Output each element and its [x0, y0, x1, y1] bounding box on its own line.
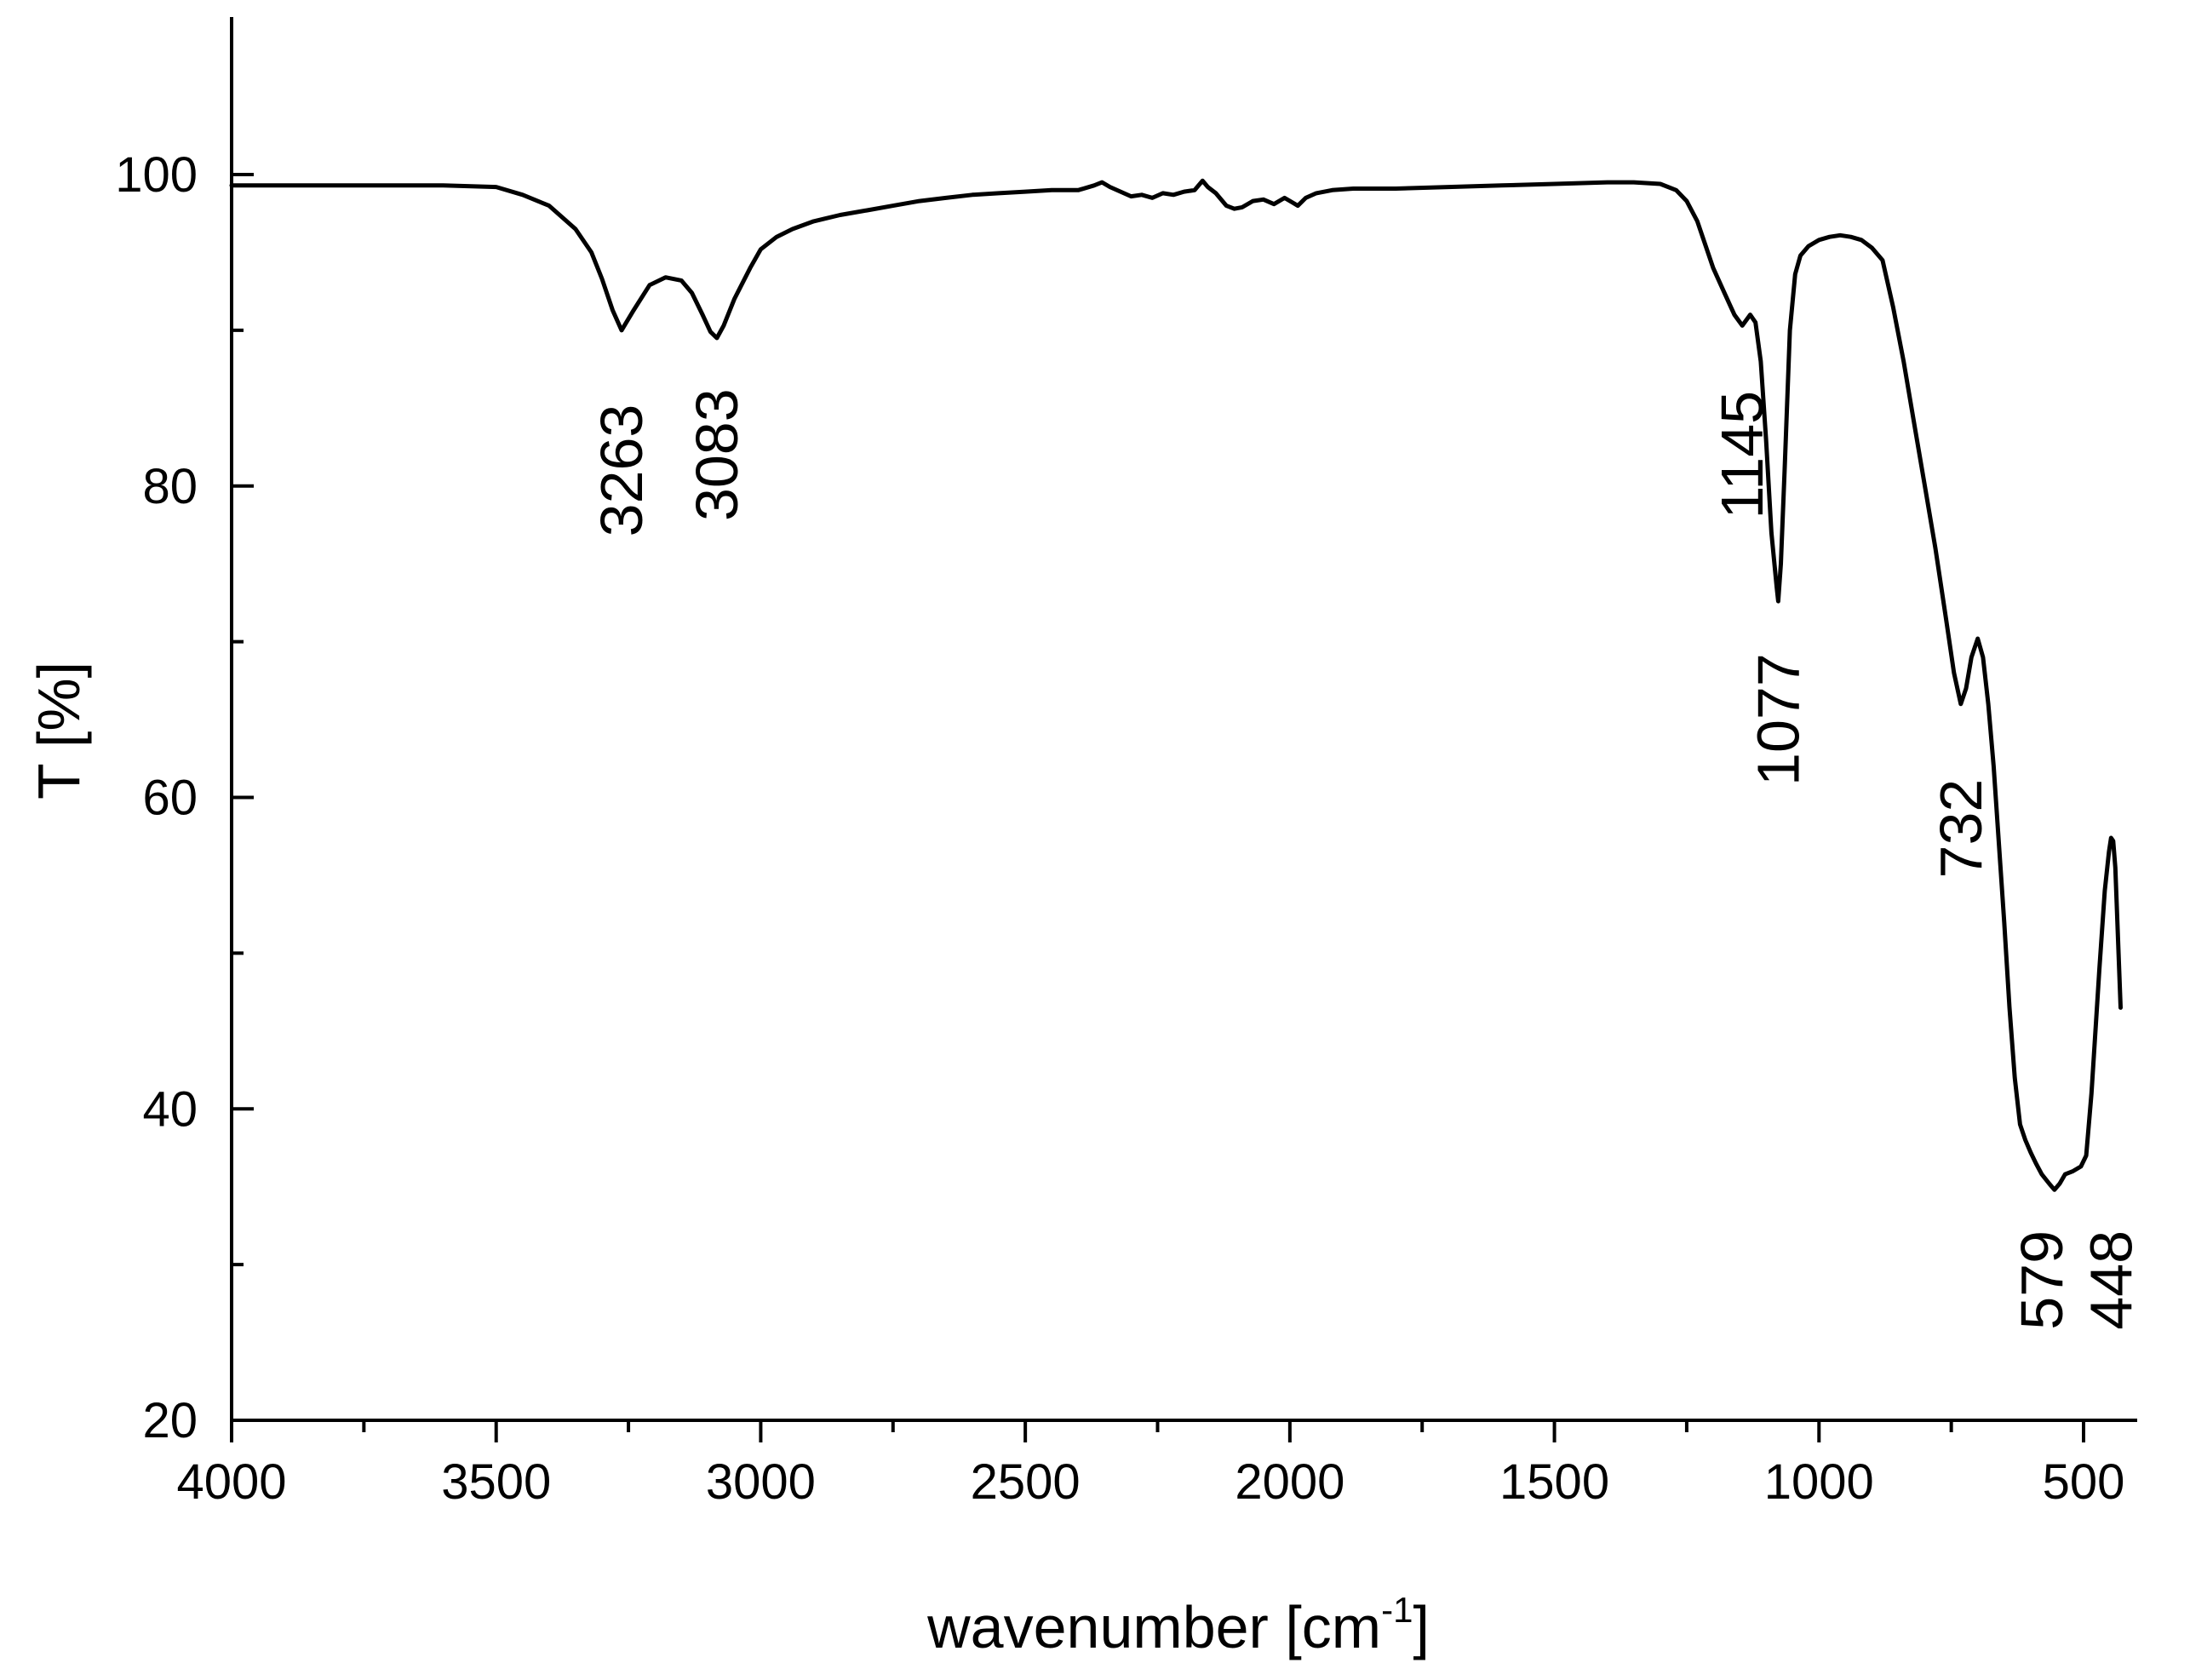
- peak-label: 1145: [1709, 391, 1775, 519]
- y-axis-label: T [%]: [26, 662, 92, 800]
- x-tick-label: 3000: [706, 1454, 816, 1510]
- peak-label: 579: [2009, 1230, 2075, 1330]
- y-tick-label: 40: [142, 1081, 198, 1137]
- spectrum-line: [229, 178, 2123, 1192]
- peak-label: 732: [1928, 779, 1994, 879]
- x-tick-label: 1500: [1499, 1454, 1609, 1510]
- y-tick-label: 80: [142, 459, 198, 514]
- peak-label: 448: [2078, 1230, 2144, 1330]
- peak-labels: 3263 3083 1145 1077 732 579 448: [588, 388, 2144, 1329]
- x-axis-label-close: ]: [1413, 1594, 1429, 1660]
- x-axis-label-superscript: -1: [1381, 1590, 1413, 1630]
- x-tick-label: 1000: [1764, 1454, 1874, 1510]
- x-tick-label: 2500: [971, 1454, 1081, 1510]
- x-axis-label-main: wavenumber [cm: [926, 1594, 1381, 1660]
- x-ticks: 4000 3500 3000 2500 2000 1500 1000 500: [176, 1420, 2124, 1510]
- y-tick-label: 100: [115, 147, 198, 203]
- x-tick-label: 3500: [441, 1454, 551, 1510]
- peak-label: 3083: [684, 388, 750, 521]
- x-axis-label: wavenumber [cm-1]: [926, 1590, 1430, 1660]
- y-tick-label: 20: [142, 1393, 198, 1448]
- peak-label: 1077: [1745, 653, 1811, 786]
- plot-area: 4000 3500 3000 2500 2000 1500 1000 500 20 40 60 80…: [115, 17, 2144, 1510]
- y-tick-label: 60: [142, 771, 198, 826]
- peak-label: 3263: [588, 404, 655, 537]
- x-tick-label: 4000: [176, 1454, 286, 1510]
- y-ticks: 20 40 60 80 100: [115, 147, 254, 1448]
- x-tick-label: 2000: [1235, 1454, 1344, 1510]
- x-tick-label: 500: [2043, 1454, 2125, 1510]
